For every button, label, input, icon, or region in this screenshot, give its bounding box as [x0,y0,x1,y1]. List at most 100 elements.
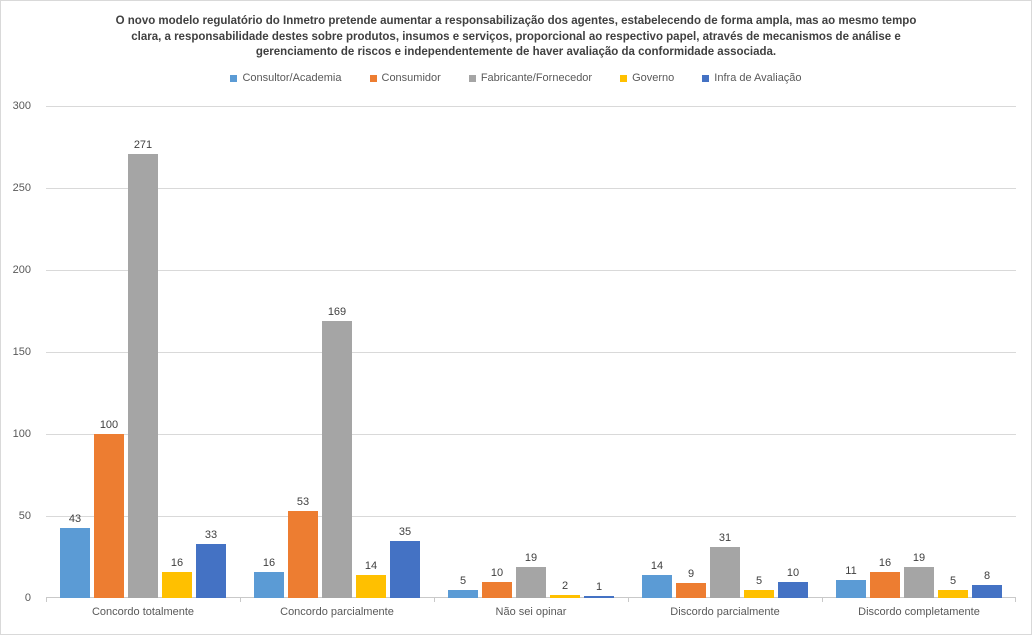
bar [904,566,934,598]
x-axis-tick [1015,598,1016,602]
bar-value-label: 14 [650,560,664,572]
bar [94,434,124,598]
bar [162,571,192,598]
bar-slot: 8 [972,570,1002,598]
x-category-label: Discordo parcialmente [670,606,780,618]
bar-slot: 169 [322,306,352,598]
legend-item: Governo [620,72,674,84]
legend-item-label: Infra de Avaliação [714,72,802,84]
bar [836,580,866,598]
bar [482,581,512,598]
bar-group: 11 16 19 5 8 [822,106,1016,598]
bar-group: 43 100 271 16 33 [46,106,240,598]
bar-slot: 14 [356,560,386,598]
bar-slot: 5 [744,575,774,598]
bar-slot: 11 [836,565,866,598]
chart-title-line: O novo modelo regulatório do Inmetro pre… [115,15,917,27]
legend-marker-icon [702,74,710,82]
bar-slot: 53 [288,496,318,598]
legend-item-label: Fabricante/Fornecedor [480,72,593,84]
x-axis: Concordo totalmente Concordo parcialmente… [46,605,1016,619]
bar-value-label: 43 [68,512,82,525]
bar [322,320,352,598]
gridline [46,516,1016,517]
bar-group: 16 53 169 14 35 [240,106,434,598]
bar-slot: 16 [870,557,900,598]
legend-marker-icon [230,74,238,82]
y-tick-label: 250 [12,182,31,194]
bar [972,584,1002,598]
bar [254,571,284,598]
bar [870,571,900,598]
bar-value-label: 33 [204,528,218,541]
bar-slot: 19 [516,552,546,598]
bar [516,566,546,598]
y-tick-label: 150 [12,346,31,358]
bar-group: 5 10 19 2 1 [434,106,628,598]
legend-item: Consultor/Academia [230,72,342,84]
gridline [46,270,1016,271]
bar [288,511,318,598]
legend-item-label: Consumidor [381,72,441,84]
y-tick-label: 0 [24,592,31,604]
legend-item: Fabricante/Fornecedor [468,72,593,84]
legend-marker-icon [620,74,628,82]
bar-slot: 2 [550,580,580,598]
bar [676,583,706,598]
y-tick-label: 200 [12,264,31,276]
gridline [46,352,1016,353]
bar-slot: 33 [196,529,226,598]
chart-title: O novo modelo regulatório do Inmetro pre… [1,14,1031,61]
bar [710,547,740,598]
bar [938,589,968,598]
bar [196,543,226,598]
bar-groups: 43 100 271 16 33 16 53 169 14 35 5 10 19 2 1 14 9 31 5 10 11… [46,106,1016,598]
chart-title-line: clara, a responsabilidade destes sobre p… [131,30,901,43]
bar-slot: 1 [584,581,614,598]
legend-item-label: Consultor/Academia [242,72,342,84]
legend-item: Infra de Avaliação [702,72,802,84]
bar-value-label: 5 [755,574,763,587]
bar-slot: 10 [778,567,808,598]
legend-marker-icon [468,74,476,82]
bar-slot: 35 [390,526,420,598]
x-axis-tick [628,598,629,602]
x-category-label: Discordo completamente [858,606,980,618]
legend: Consultor/Academia Consumidor Fabricante/F… [1,72,1031,84]
bar-value-label: 9 [687,568,695,581]
x-category-label: Não sei opinar [495,606,567,618]
bar-value-label: 11 [845,565,857,577]
bar-value-label: 1 [595,581,603,594]
bar-value-label: 100 [99,419,119,431]
bar [60,527,90,598]
bar-slot: 10 [482,567,512,598]
bar-value-label: 5 [459,574,467,587]
bar-value-label: 169 [327,305,347,318]
bar [390,540,420,598]
y-tick-label: 100 [12,428,31,440]
bar-slot: 5 [938,575,968,598]
x-axis-tick [46,598,47,602]
chart-title-line: gerenciamento de riscos e independenteme… [255,46,777,58]
bar-slot: 5 [448,575,478,598]
bar-value-label: 16 [170,556,184,569]
bar [448,589,478,598]
legend-item: Consumidor [369,72,441,84]
x-axis-tick [822,598,823,602]
bar-slot: 14 [642,560,672,598]
bar-value-label: 53 [296,496,310,509]
bar-slot: 31 [710,532,740,598]
y-axis: 0 50 100 150 200 250 300 [1,100,31,604]
bar [642,575,672,598]
y-tick-label: 50 [18,510,31,522]
bar [778,581,808,598]
bar-slot: 271 [128,139,158,598]
bar-value-label: 10 [786,566,800,579]
bar-value-label: 16 [262,556,276,569]
bar [550,594,580,598]
bar-slot: 19 [904,552,934,598]
bar-group: 14 9 31 5 10 [628,106,822,598]
bar [128,153,158,598]
gridline [46,188,1016,189]
